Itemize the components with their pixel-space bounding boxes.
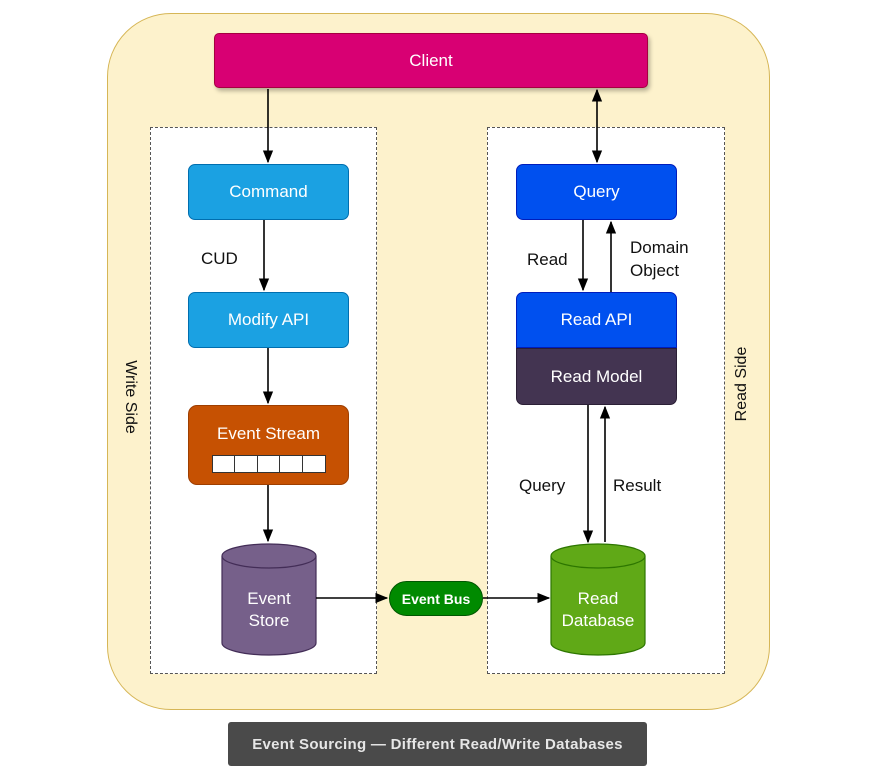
event-queue-icon <box>211 455 326 473</box>
event-bus-pill[interactable]: Event Bus <box>389 581 483 616</box>
read-database-line1: Read <box>577 589 619 608</box>
modify-api-box[interactable]: Modify API <box>188 292 349 348</box>
event-store-line2: Store <box>248 611 290 630</box>
read-api-box[interactable]: Read API <box>516 292 677 348</box>
event-store-cylinder[interactable] <box>221 543 317 656</box>
event-store-label: Event Store <box>222 588 316 632</box>
event-stream-box[interactable]: Event Stream <box>188 405 349 485</box>
domain-object-line2: Object <box>630 261 680 280</box>
read-model-box[interactable]: Read Model <box>516 348 677 405</box>
domain-object-label: Domain Object <box>630 236 689 282</box>
diagram-caption: Event Sourcing — Different Read/Write Da… <box>228 722 647 766</box>
event-stream-label: Event Stream <box>217 424 320 443</box>
result-arrow-label: Result <box>613 476 662 495</box>
read-database-line2: Database <box>561 611 635 630</box>
query-arrow-label: Query <box>519 476 566 495</box>
event-store-line1: Event <box>247 589 291 608</box>
cud-label: CUD <box>201 249 238 268</box>
read-database-label: Read Database <box>541 588 655 632</box>
command-box[interactable]: Command <box>188 164 349 220</box>
domain-object-line1: Domain <box>630 238 689 257</box>
query-box[interactable]: Query <box>516 164 677 220</box>
read-database-cylinder[interactable] <box>550 543 646 656</box>
read-label: Read <box>527 250 568 269</box>
client-box[interactable]: Client <box>214 33 648 88</box>
